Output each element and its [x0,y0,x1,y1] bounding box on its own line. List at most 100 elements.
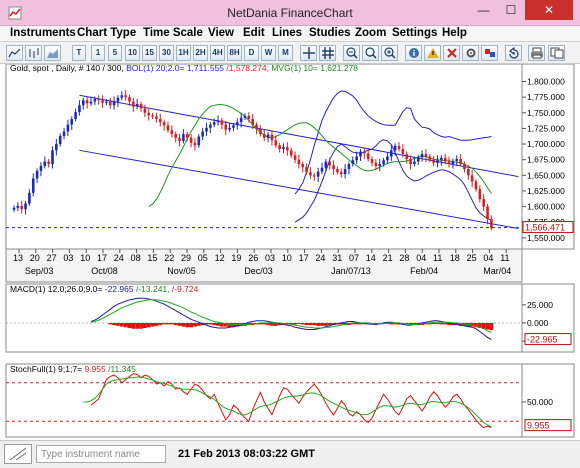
macd-panel[interactable] [5,283,523,353]
instrument-search-input[interactable] [36,445,166,463]
candle-body [351,160,355,165]
alert-icon[interactable] [424,45,441,61]
candle-body [355,156,358,161]
bollinger-lower-line [294,139,492,223]
undo-icon[interactable] [505,45,522,61]
period-button-1[interactable]: 1 [91,45,105,61]
resize-grip-icon[interactable] [4,444,32,464]
menu-edit[interactable]: Edit [243,27,265,39]
menu-studies[interactable]: Studies [309,27,351,39]
copy-icon[interactable] [548,45,565,61]
macd-histogram-bar [323,322,328,326]
stoch-d-line [83,376,492,428]
macd-histogram-bar [447,322,451,326]
candle-body [224,124,228,130]
menu-lines[interactable]: Lines [272,27,303,39]
menu-settings[interactable]: Settings [392,27,438,39]
grid-icon[interactable] [319,45,336,61]
settings-icon[interactable] [462,45,479,61]
candle-body [455,159,459,161]
candle-body [216,120,220,123]
status-datetime: 21 Feb 2013 08:03:22 GMT [178,448,315,460]
candle-body [47,161,50,165]
info-icon[interactable] [405,45,422,61]
period-button-15[interactable]: 15 [142,45,157,61]
date-tick-label: 03 [265,253,275,263]
period-button-4h[interactable]: 4H [210,45,225,61]
period-button-weekly[interactable]: W [261,45,276,61]
period-button-30[interactable]: 30 [159,45,174,61]
color-icon[interactable] [481,45,498,61]
candle-body [197,136,201,146]
macd-histogram-bar [270,322,274,326]
macd-histogram-bar [262,322,267,325]
stoch-last-marker [524,419,572,432]
period-button-1h[interactable]: 1H [176,45,191,61]
candle-body [143,108,147,113]
candle-body [28,192,31,204]
macd-histogram-bar [154,322,159,326]
bar-chart-icon[interactable] [25,45,42,61]
menu-help[interactable]: Help [442,27,467,39]
period-button-5[interactable]: 5 [108,45,122,61]
date-tick-label: 11 [500,253,509,263]
candle-body [467,169,470,176]
last-price-label: 1,566.471 [525,223,565,233]
line-chart-icon[interactable] [6,45,23,61]
candle-body [255,124,258,130]
date-tick-label: 04 [483,253,493,263]
period-button-tick[interactable]: T [72,45,86,61]
date-tick-label: 15 [147,253,157,263]
macd-last-marker [524,333,572,346]
macd-histogram-bar [185,322,190,328]
candle-body [378,164,382,166]
close-button[interactable]: ✕ [525,0,573,20]
period-button-8h[interactable]: 8H [227,45,242,61]
chart-area[interactable]: 1,800.000 1,775.000 1,750.000 1,725.000 1,70… [0,64,580,440]
macd-histogram-bar [350,322,355,325]
zoom-out-icon[interactable] [343,45,360,61]
macd-histogram-bar [135,322,140,329]
candle-body [459,159,462,165]
candle-body [336,169,339,173]
candle-body [116,97,120,102]
period-button-daily[interactable]: D [244,45,259,61]
macd-histogram-bar [119,322,124,327]
maximize-button[interactable]: ☐ [505,3,517,17]
area-chart-icon[interactable] [44,45,61,61]
macd-legend-label: MACD(1) 12.0;26.0;9.0= [10,284,102,294]
macd-histogram-bar [393,322,398,325]
period-button-monthly[interactable]: M [278,45,293,61]
candle-body [409,159,412,165]
macd-legend-c: /-9.724 [172,284,199,294]
period-button-2h[interactable]: 2H [193,45,208,61]
candle-body [374,162,378,166]
macd-histogram-bar [220,322,224,327]
price-panel[interactable] [5,64,523,250]
zoom-in-icon[interactable] [381,45,398,61]
candle-body [328,161,331,166]
date-tick-label: 31 [332,253,342,263]
menu-instruments[interactable]: Instruments [10,27,76,39]
crosshair-icon[interactable] [300,45,317,61]
price-tick-label: 1,800.000 [527,77,565,87]
menu-zoom[interactable]: Zoom [355,27,387,39]
minimize-button[interactable]: — [477,3,490,17]
menu-view[interactable]: View [208,27,234,39]
menu-time-scale[interactable]: Time Scale [143,27,203,39]
zoom-fit-icon[interactable] [362,45,379,61]
candle-body [170,130,174,135]
price-legend-mvg-value: 1,621.278 [320,64,358,73]
delete-icon[interactable] [443,45,460,61]
candle-body [82,100,85,106]
candle-body [39,165,43,171]
period-button-10[interactable]: 10 [125,45,140,61]
menu-chart-type[interactable]: Chart Type [77,27,137,39]
macd-histogram-bar [316,322,321,326]
candle-body [282,147,285,150]
candle-body [220,120,224,125]
print-icon[interactable] [528,45,545,61]
price-tick-label: 1,775.000 [527,92,565,102]
macd-histogram-bar [173,322,178,326]
candle-body [309,172,312,176]
